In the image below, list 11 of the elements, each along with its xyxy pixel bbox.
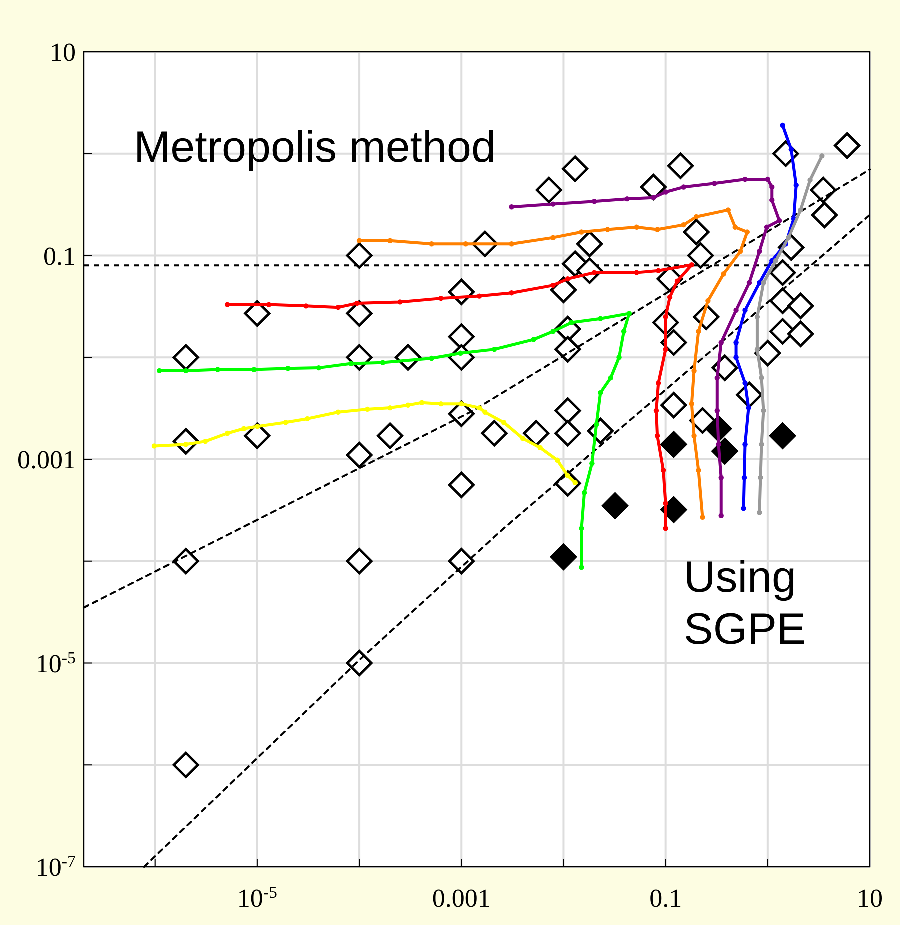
y-tick-label: 10$^{-7}$ [36, 852, 76, 882]
x-tick-label: 0.1 [650, 884, 682, 913]
x-tick-label: 0.001 [432, 884, 491, 913]
x-tick-label: 10 [857, 884, 883, 913]
annotation: Metropolis method [134, 123, 496, 172]
y-tick-label: 0.1 [44, 242, 76, 271]
y-tick-label: 10$^{-5}$ [36, 648, 76, 678]
annotation: Using SGPE [684, 553, 806, 654]
x-tick-label: 10$^{-5}$ [237, 882, 278, 913]
y-tick-label: 10 [50, 38, 76, 67]
y-tick-label: 0.001 [18, 446, 76, 474]
